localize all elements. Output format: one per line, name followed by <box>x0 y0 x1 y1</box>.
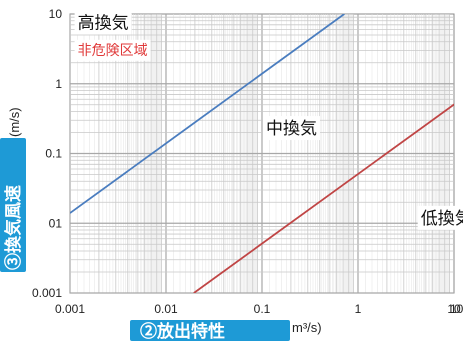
y-tick-label: 0.001 <box>32 286 62 300</box>
y-tick-label: 0.1 <box>45 147 62 161</box>
y-axis-title-text: ③換気風速 <box>3 185 23 270</box>
x-tick-label: 10 <box>447 302 461 316</box>
x-axis-title-background <box>130 320 290 341</box>
x-axis-unit: m³/s) <box>292 320 322 335</box>
y-axis-title-background <box>0 138 26 272</box>
y-tick-label: 1 <box>55 77 62 91</box>
annotation-high-background <box>74 10 132 35</box>
annotation-nonhaz: 非危険区域 <box>78 42 148 58</box>
annotation-mid-background <box>262 116 320 141</box>
x-tick-label: 0.01 <box>154 302 178 316</box>
annotation-low-background <box>417 205 463 230</box>
y-axis-unit: (m/s) <box>7 107 22 137</box>
y-tick-label: 01 <box>49 216 63 230</box>
x-tick-label: 0.1 <box>254 302 271 316</box>
x-axis-title: ②放出特性 m³/s) <box>130 320 322 341</box>
x-axis-title-text: ②放出特性 <box>140 321 225 341</box>
series-layer <box>70 14 454 293</box>
annotation-high: 高換気 <box>78 13 129 32</box>
x-tick-label: 0.001 <box>55 302 85 316</box>
y-axis-title: ③換気風速 (m/s) <box>0 107 26 272</box>
x-tick-label: 10 <box>450 302 463 316</box>
annotation-low: 低換気 <box>421 209 463 228</box>
annotations: 高換気非危険区域中換気低換気 <box>74 10 463 230</box>
x-tick-label: 1 <box>355 302 362 316</box>
series-line-2 <box>193 103 454 293</box>
series-line-1 <box>70 14 345 214</box>
y-tick-label: 10 <box>49 7 63 21</box>
annotation-mid: 中換気 <box>266 119 317 138</box>
annotation-nonhaz-background <box>74 39 151 61</box>
